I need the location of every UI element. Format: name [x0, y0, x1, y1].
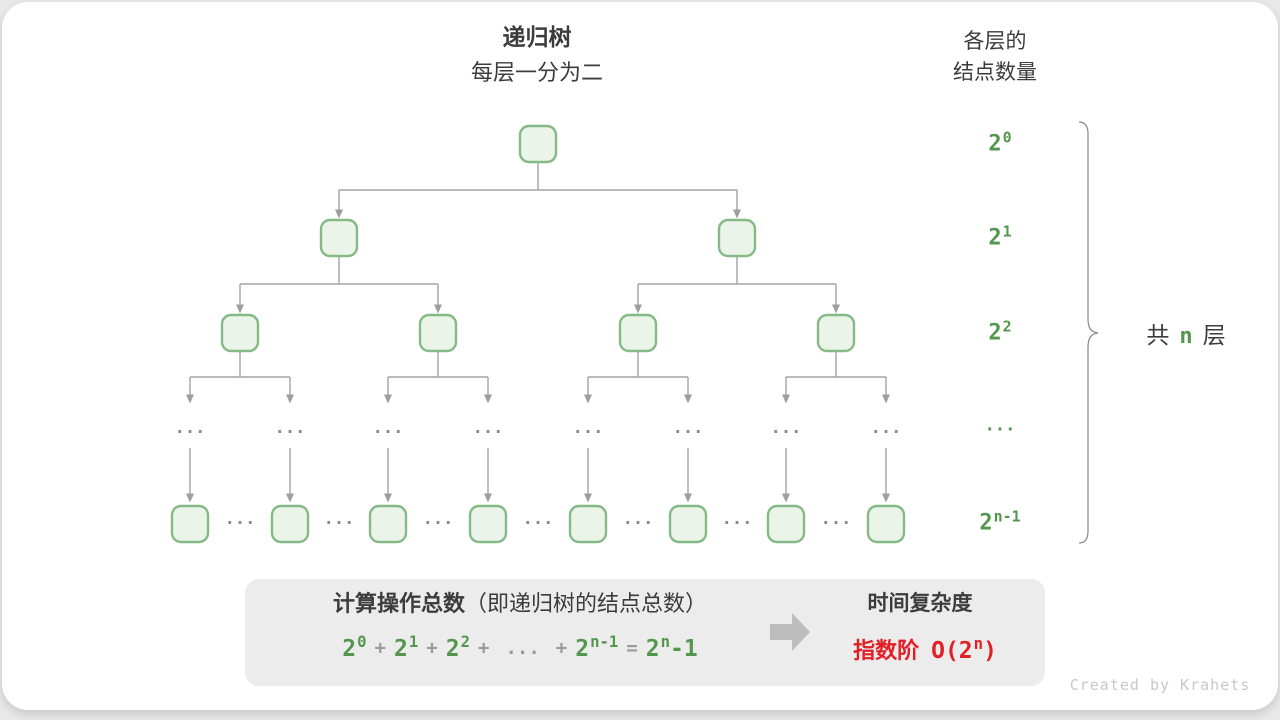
formula-operator: +: [477, 637, 490, 659]
complexity-expression: O(2n): [931, 634, 997, 664]
formula-operator: +: [426, 637, 438, 659]
watermark: Created by Krahets: [1069, 676, 1251, 694]
tree-node: [668, 504, 708, 544]
tree-connector: [786, 351, 886, 378]
tree-connector: [588, 351, 688, 378]
formula-operator: +: [374, 637, 386, 659]
formula-term: 22: [445, 632, 470, 662]
implies-arrow-icon: [770, 624, 792, 640]
diagram-title: 递归树: [502, 24, 572, 50]
level-count-label: 22: [988, 317, 1012, 346]
ellipsis: ...: [472, 418, 504, 438]
tree-node: [618, 313, 658, 353]
right-header-line2: 结点数量: [953, 61, 1037, 84]
summary-box: [245, 579, 1045, 686]
ellipsis: ...: [870, 418, 902, 438]
tree-node: [368, 504, 408, 544]
formula-term: -1: [670, 636, 698, 662]
ellipsis: ...: [522, 509, 554, 529]
tree-connector: [240, 256, 438, 285]
ellipsis: ...: [224, 509, 256, 529]
tree-connector: [388, 351, 488, 378]
ellipsis: ...: [323, 509, 355, 529]
operations-title-main: 计算操作总数: [332, 591, 465, 616]
formula-term: 21: [393, 632, 419, 662]
tree-node: [568, 504, 608, 544]
operations-formula: 20 +21 +22 +... +2n-1 = 2n -1: [342, 632, 698, 662]
formula-operator: ...: [505, 637, 540, 659]
ellipsis: ...: [274, 418, 306, 438]
ellipsis: ...: [622, 509, 654, 529]
tree-node: [866, 504, 906, 544]
formula-term: 2n-1: [575, 632, 619, 662]
tree-connector: [638, 256, 836, 285]
right-header-line1: 各层的: [963, 30, 1027, 53]
tree-node: [170, 504, 210, 544]
tree-node: [418, 313, 458, 353]
formula-operator: +: [555, 637, 568, 659]
formula-term: 2n: [645, 632, 671, 662]
total-levels-post: 层: [1202, 322, 1226, 348]
tree-node: [468, 504, 508, 544]
time-complexity-result: 指数阶 O(2n): [853, 633, 997, 665]
total-levels-pre: 共: [1146, 322, 1170, 348]
level-count-label: 21: [988, 222, 1012, 251]
ellipsis: ...: [174, 418, 206, 438]
tree-node: [270, 504, 310, 544]
implies-arrow-head-icon: [792, 613, 810, 651]
tree-connector: [339, 162, 737, 191]
ellipsis: ...: [422, 509, 454, 529]
level-count-label: 20: [988, 128, 1012, 157]
formula-term: 20: [342, 632, 367, 662]
tree-node: [518, 124, 558, 164]
total-levels-variable: n: [1179, 324, 1193, 349]
tree-node: [766, 504, 806, 544]
ellipsis: ...: [770, 418, 802, 438]
ellipsis: ...: [372, 418, 404, 438]
ellipsis: ...: [820, 509, 852, 529]
complexity-order-label: 指数阶: [853, 638, 920, 663]
level-count-label: ...: [984, 415, 1016, 436]
operations-title: 计算操作总数（即递归树的结点总数）: [333, 586, 707, 618]
time-complexity-title: 时间复杂度: [867, 592, 973, 615]
tree-node: [220, 313, 260, 353]
level-count-label: 2n-1: [979, 507, 1021, 536]
levels-brace: [1078, 121, 1099, 544]
diagram-subtitle: 每层一分为二: [470, 60, 604, 85]
ellipsis: ...: [572, 418, 604, 438]
tree-connector: [190, 351, 290, 378]
ellipsis: ...: [721, 509, 753, 529]
formula-operator: =: [626, 637, 638, 659]
tree-node: [816, 313, 856, 353]
ellipsis: ...: [672, 418, 704, 438]
operations-title-paren: （即递归树的结点总数）: [465, 591, 708, 616]
tree-node: [717, 218, 757, 258]
tree-node: [319, 218, 359, 258]
